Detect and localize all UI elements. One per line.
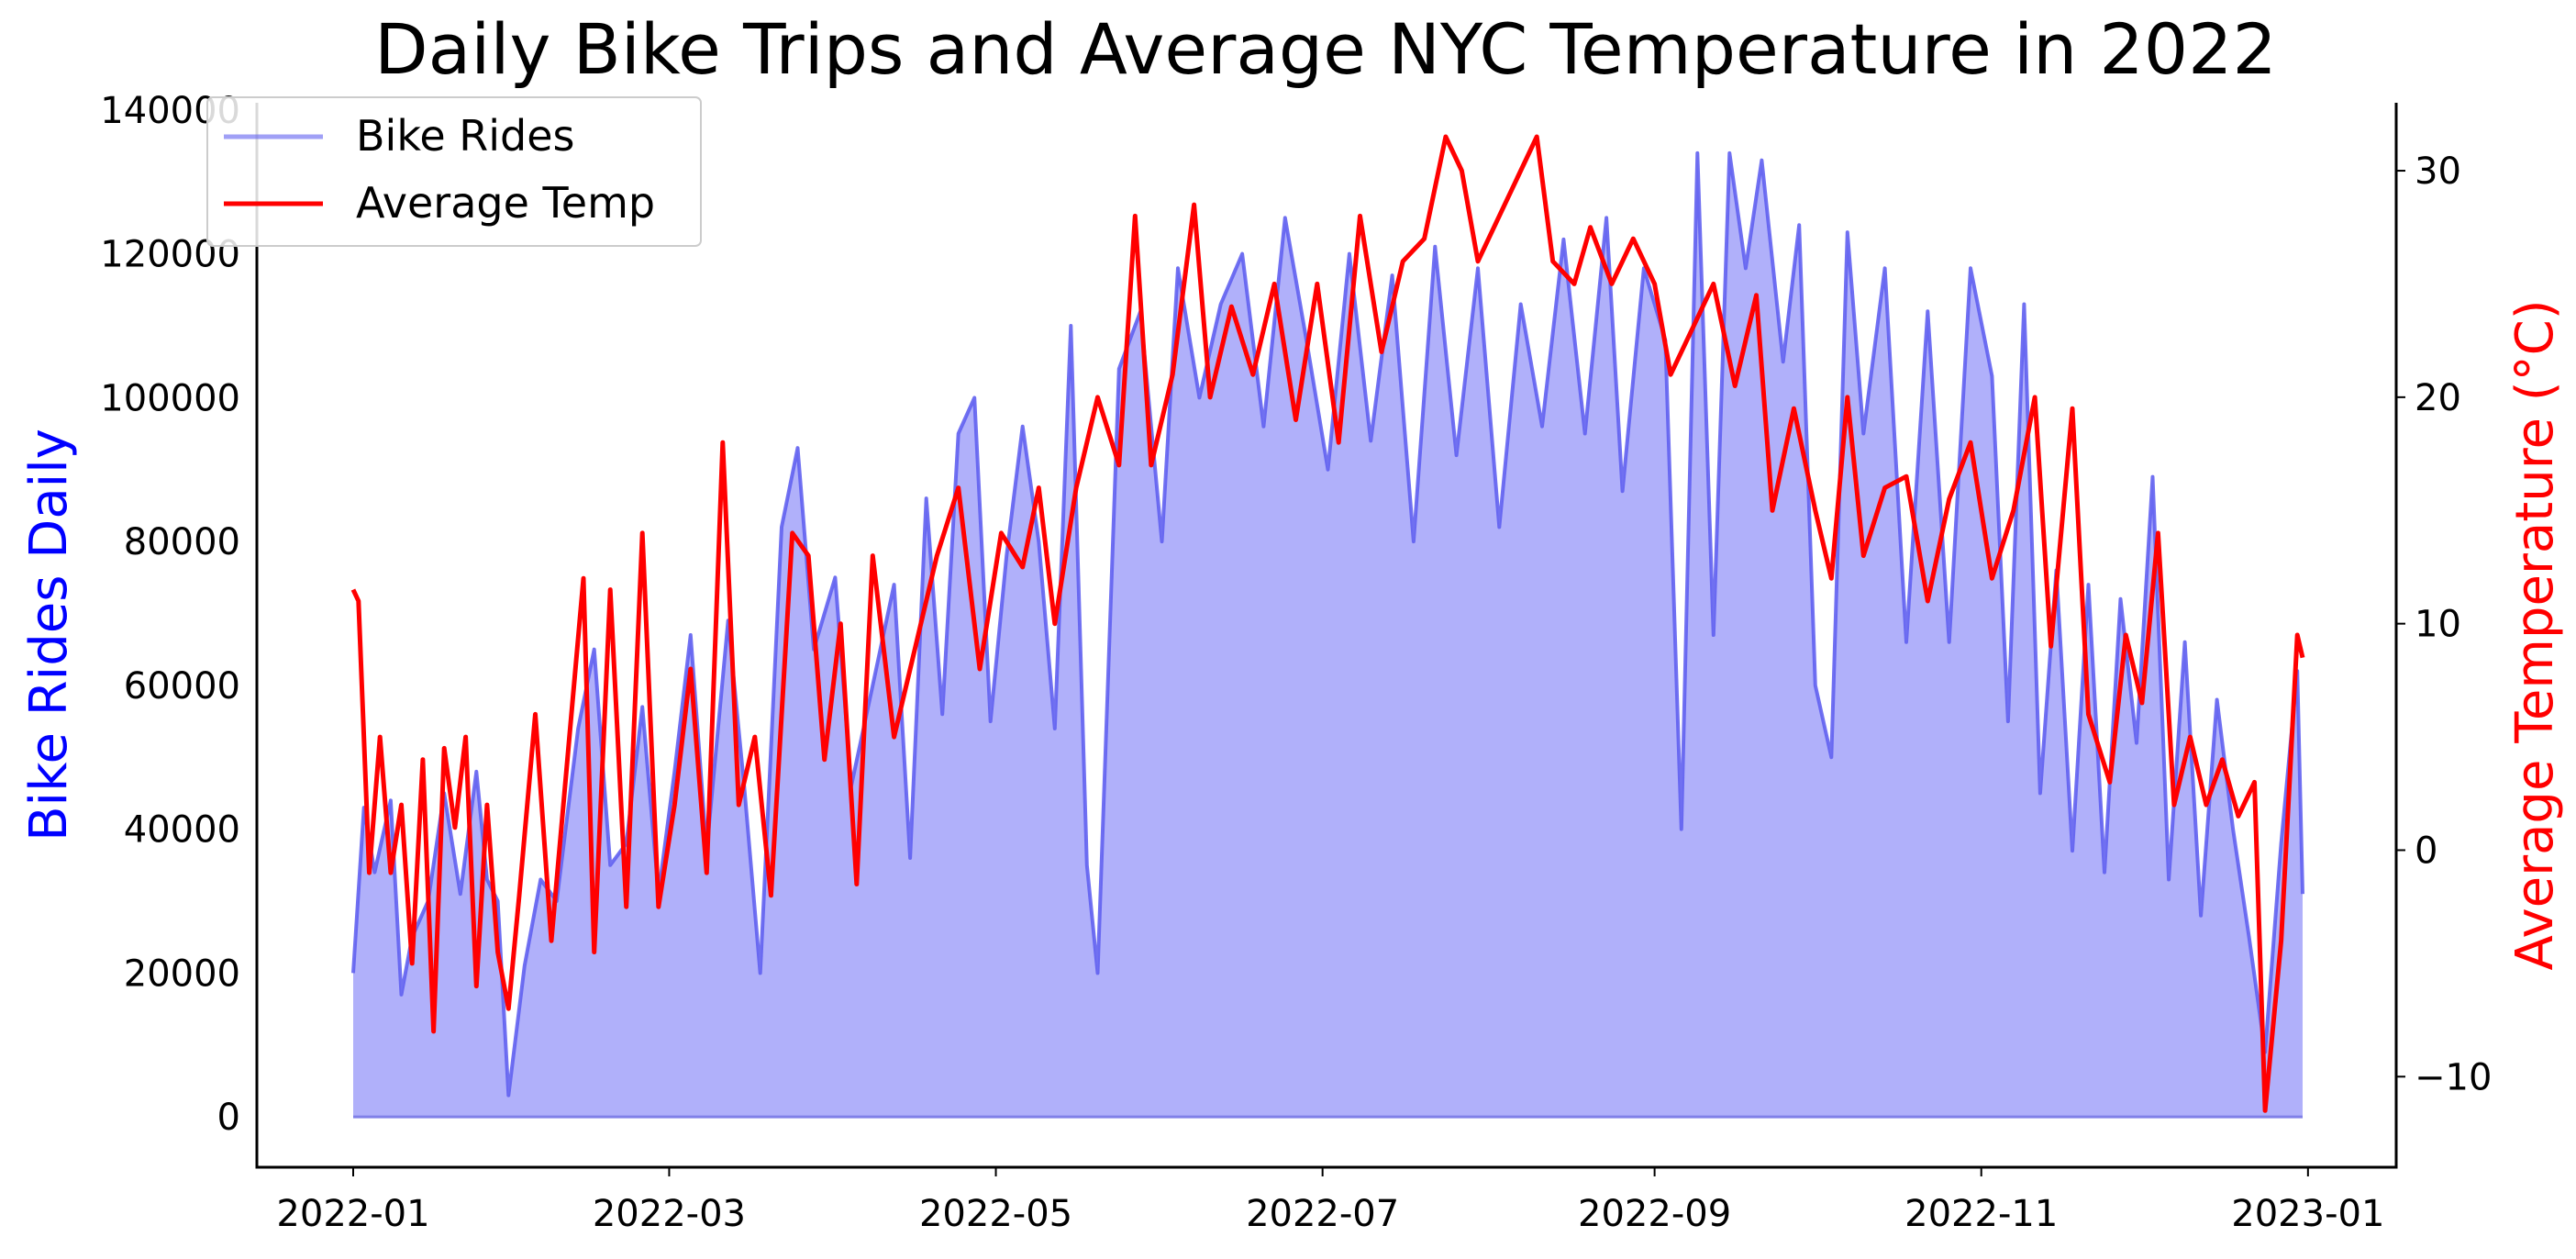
bike-rides-area-fill xyxy=(353,152,2303,1118)
bike-rides-series-line xyxy=(351,150,2304,1097)
y2-tick-label: −10 xyxy=(2415,1056,2492,1098)
average-temp-series-line xyxy=(350,134,2305,1113)
x-tick-label: 2022-11 xyxy=(1904,1193,2058,1235)
chart-title: Daily Bike Trips and Average NYC Tempera… xyxy=(374,8,2277,90)
x-tick-label: 2022-03 xyxy=(593,1193,746,1235)
x-tick-label: 2022-01 xyxy=(276,1193,429,1235)
y-tick-label: 40000 xyxy=(124,809,240,852)
bike-rides-area-layer xyxy=(353,152,2303,1119)
series-lines-layer xyxy=(350,134,2305,1113)
x-axis-ticks: 2022-01 2022-03 2022-05 2022-07 2022-09 2022-… xyxy=(276,1167,2384,1235)
legend-label-average-temp: Average Temp xyxy=(356,178,655,228)
x-tick-label: 2022-09 xyxy=(1578,1193,1731,1235)
x-tick-label: 2022-07 xyxy=(1246,1193,1399,1235)
y-tick-label: 60000 xyxy=(124,665,240,707)
legend-label-bike-rides: Bike Rides xyxy=(356,111,574,161)
y-tick-label: 0 xyxy=(217,1097,240,1139)
y2-tick-label: 10 xyxy=(2415,604,2461,646)
chart-legend: Bike Rides Average Temp xyxy=(206,96,702,247)
x-tick-label: 2023-01 xyxy=(2231,1193,2384,1235)
y-tick-label: 80000 xyxy=(124,521,240,563)
legend-box xyxy=(206,96,702,247)
y2-tick-label: 30 xyxy=(2415,150,2461,193)
y2-tick-label: 20 xyxy=(2415,377,2461,419)
axes-layer xyxy=(255,103,2398,1169)
left-y-axis-label: Bike Rides Daily xyxy=(19,429,79,841)
x-tick-label: 2022-05 xyxy=(919,1193,1072,1235)
y-tick-label: 20000 xyxy=(124,953,240,995)
y-tick-label: 100000 xyxy=(100,377,240,419)
y2-tick-label: 0 xyxy=(2415,830,2437,872)
right-y-axis-ticks: −10 0 10 20 30 xyxy=(2396,150,2492,1098)
right-y-axis-label: Average Temperature (°C) xyxy=(2505,299,2565,970)
